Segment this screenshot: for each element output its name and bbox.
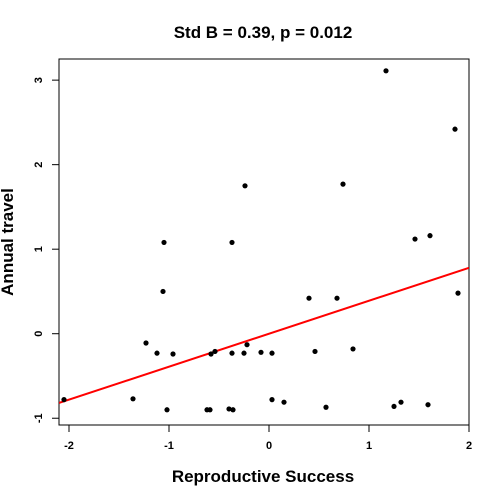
data-point: [269, 397, 275, 403]
data-point: [241, 350, 247, 356]
data-point: [130, 396, 136, 402]
data-point: [350, 346, 356, 352]
data-point: [383, 68, 389, 74]
data-point: [455, 290, 461, 296]
data-point: [61, 397, 67, 403]
data-point: [323, 404, 329, 410]
x-axis: -2 -1 0 1 2: [64, 425, 472, 452]
data-point: [340, 181, 346, 187]
data-point: [425, 402, 431, 408]
data-point: [258, 349, 264, 355]
data-point: [306, 295, 312, 301]
data-point: [161, 239, 167, 246]
data-point: [229, 350, 235, 356]
data-point: [143, 340, 149, 346]
plot-area: [58, 58, 470, 426]
data-point: [229, 239, 235, 246]
data-point: [334, 295, 340, 301]
y-tick-label: -1: [33, 413, 45, 423]
x-tick-label: -1: [164, 440, 174, 452]
data-point: [230, 407, 236, 413]
data-point: [170, 351, 176, 357]
x-tick-label: 0: [266, 440, 272, 452]
data-point: [452, 126, 458, 132]
data-point: [242, 183, 248, 189]
y-tick-label: 2: [33, 162, 45, 168]
data-point: [312, 348, 318, 355]
data-point: [208, 351, 214, 357]
x-tick-label: 2: [466, 440, 472, 452]
y-axis-label: Annual travel: [0, 188, 17, 296]
y-axis: -1 0 1 2 3: [33, 77, 59, 423]
x-axis-label: Reproductive Success: [172, 467, 354, 486]
data-point: [164, 407, 170, 413]
data-point: [226, 406, 232, 412]
chart-title: Std B = 0.39, p = 0.012: [174, 23, 353, 42]
x-tick-label: 1: [366, 440, 372, 452]
data-point: [269, 350, 275, 356]
data-point: [281, 399, 287, 405]
y-tick-label: 3: [33, 77, 45, 83]
data-point: [427, 233, 433, 239]
data-point: [207, 407, 213, 413]
y-tick-label: 0: [33, 331, 45, 337]
data-point: [154, 350, 160, 356]
data-point: [212, 348, 218, 355]
x-tick-label: -2: [64, 440, 74, 452]
regression-line: [59, 266, 469, 404]
data-point: [244, 342, 250, 348]
plot-frame: [58, 58, 470, 426]
y-tick-label: 1: [33, 246, 45, 252]
data-point: [398, 399, 404, 405]
data-point: [391, 403, 397, 410]
data-point: [160, 288, 166, 295]
data-point: [412, 236, 418, 242]
